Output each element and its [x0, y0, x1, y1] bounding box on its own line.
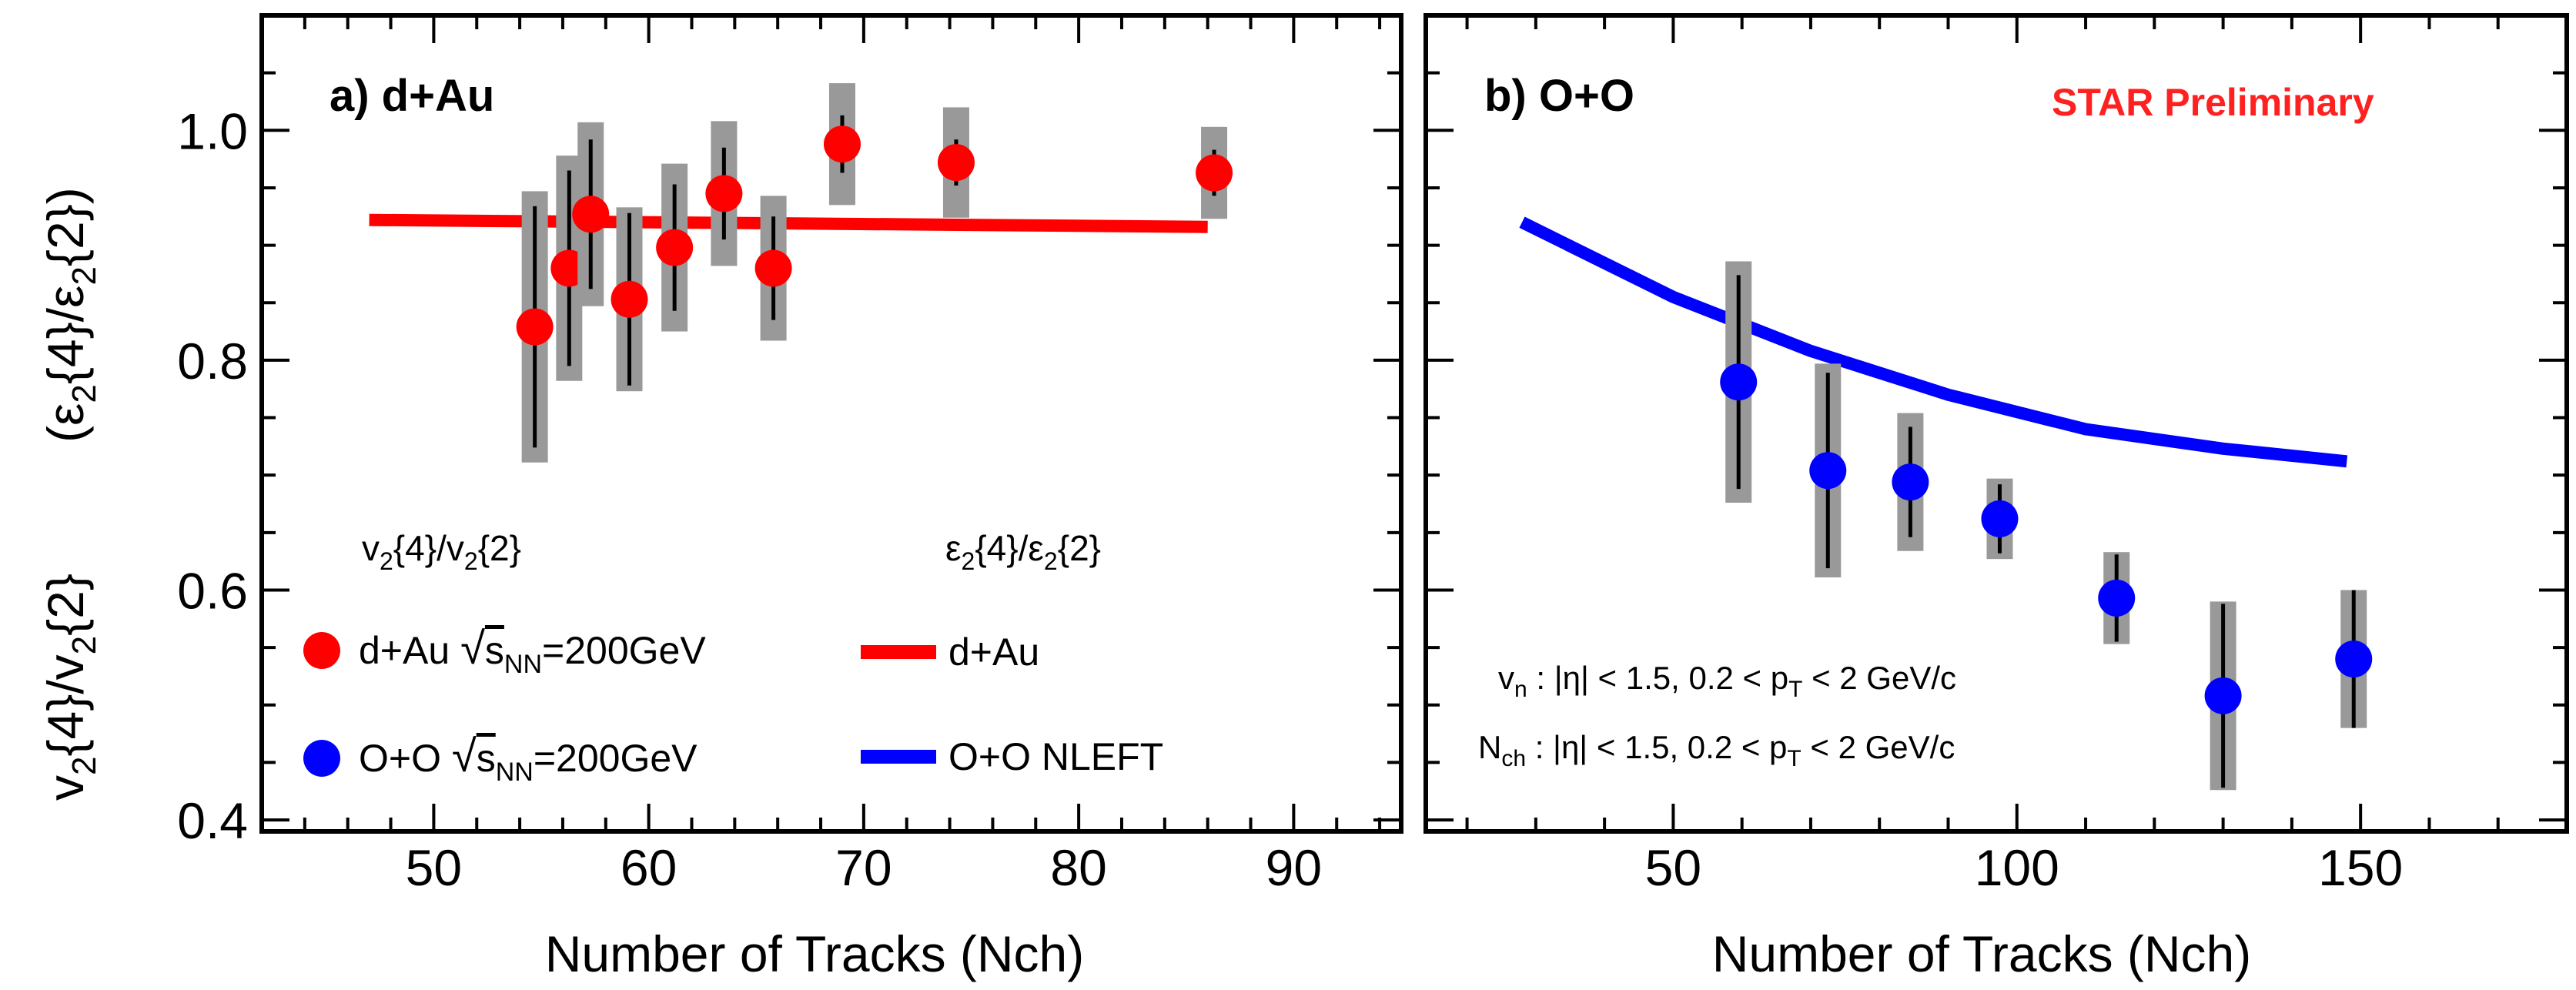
- legend-oo-data: O+O √sNN=200GeV: [359, 731, 698, 787]
- y-tick-label: 0.6: [177, 562, 248, 619]
- panel-b-curves: [1519, 216, 2348, 468]
- legend-header-left: v2{4}/v2{2}: [362, 528, 521, 575]
- data-point: [572, 196, 610, 233]
- legend-dau-marker: [303, 632, 340, 669]
- panel-b-label: b) O+O: [1484, 71, 1634, 121]
- legend-dau-data: d+Au √sNN=200GeV: [359, 624, 706, 679]
- data-point: [1196, 154, 1233, 192]
- tick-labels: 50 60 70 80 90 0.4 0.6 0.8 1.0 50 100 150: [177, 102, 2403, 896]
- data-point: [2335, 640, 2373, 678]
- data-point: [754, 249, 792, 287]
- data-point: [937, 144, 975, 182]
- panel-a-curves: [369, 213, 1208, 233]
- panel-a-points: [516, 83, 1233, 463]
- legend-header-right: ε2{4}/ε2{2}: [945, 528, 1101, 575]
- data-point: [1809, 452, 1847, 490]
- data-point: [656, 229, 694, 266]
- y-tick-label: 0.4: [177, 792, 248, 849]
- x-axis-title-a: Number of Tracks (Nch): [545, 925, 1084, 982]
- y-axis-title-left: v2{4}/v2{2}: [37, 574, 103, 801]
- x-tick-label: 50: [406, 839, 462, 896]
- y-tick-label: 0.8: [177, 333, 248, 390]
- legend-oo-curve-label: O+O NLEFT: [948, 735, 1163, 778]
- data-point: [705, 175, 743, 212]
- x-tick-label: 80: [1050, 839, 1106, 896]
- x-tick-label: 150: [2318, 839, 2403, 896]
- x-tick-label: 100: [1975, 839, 2059, 896]
- panel-b-ticks: [1426, 14, 2568, 831]
- data-point: [1892, 463, 1929, 501]
- panel-a-label: a) d+Au: [330, 71, 494, 121]
- x-tick-label: 60: [621, 839, 677, 896]
- panel-b-frame: [1423, 13, 2569, 834]
- x-tick-label: 90: [1266, 839, 1322, 896]
- data-point: [611, 280, 648, 318]
- data-point: [1720, 363, 1758, 401]
- model-curve: [369, 213, 1208, 233]
- data-point: [823, 125, 861, 163]
- vn-cut-text: vn : |η| < 1.5, 0.2 < pT < 2 GeV/c: [1498, 660, 1956, 702]
- x-tick-label: 70: [835, 839, 892, 896]
- panel-a-frame: [259, 13, 1403, 834]
- nch-cut-text: Nch : |η| < 1.5, 0.2 < pT < 2 GeV/c: [1478, 729, 1955, 771]
- panel-a-ticks: [260, 14, 1401, 831]
- y-axis-title-right: (ε2{4}/ε2{2}): [37, 187, 103, 443]
- data-point: [516, 308, 554, 346]
- y-tick-label: 1.0: [177, 102, 248, 159]
- panel-b-points: [1720, 261, 2373, 791]
- x-tick-label: 50: [1645, 839, 1701, 896]
- data-point: [2098, 579, 2136, 617]
- star-preliminary-label: STAR Preliminary: [2052, 81, 2374, 124]
- data-point: [1981, 500, 2019, 537]
- x-axis-title-b: Number of Tracks (Nch): [1712, 925, 2251, 982]
- data-point: [2204, 677, 2242, 714]
- legend-oo-marker: [303, 740, 340, 777]
- model-curve: [1519, 216, 2348, 468]
- legend-dau-curve-label: d+Au: [948, 630, 1039, 674]
